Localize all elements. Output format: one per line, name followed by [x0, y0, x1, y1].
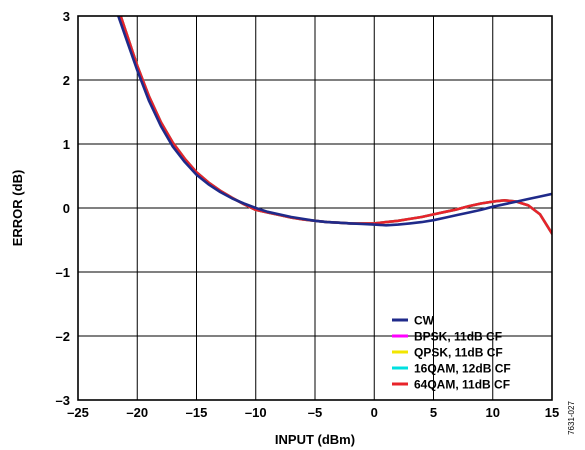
x-tick-label: –5: [308, 405, 322, 420]
legend-label: 16QAM, 12dB CF: [414, 362, 511, 376]
x-tick-label: –20: [126, 405, 148, 420]
series-layer: [117, 16, 552, 235]
y-tick-label: 0: [63, 201, 70, 216]
y-tick-label: –2: [56, 329, 70, 344]
x-tick-label: –10: [245, 405, 267, 420]
y-tick-label: 3: [63, 9, 70, 24]
x-tick-label: 10: [486, 405, 500, 420]
figure-id: 7631-027: [567, 401, 576, 435]
x-axis-title: INPUT (dBm): [275, 432, 355, 447]
x-tick-labels: –25 –20 –15 –10 –5 0 5 10 15: [67, 405, 559, 420]
series-line-qpsk-11db-cf: [119, 16, 552, 235]
legend-label: QPSK, 11dB CF: [414, 346, 503, 360]
legend-label: 64QAM, 11dB CF: [414, 378, 510, 392]
series-line-64qam-11db-cf: [119, 16, 552, 235]
legend-label: CW: [414, 314, 435, 328]
plot-frame: [77, 15, 553, 401]
x-tick-label: –25: [67, 405, 89, 420]
y-tick-label: 1: [63, 137, 70, 152]
series-line-16qam-12db-cf: [119, 16, 552, 235]
y-tick-label: 2: [63, 73, 70, 88]
x-tick-label: 0: [371, 405, 378, 420]
y-axis-title: ERROR (dB): [10, 170, 25, 247]
grid-lines: [78, 16, 552, 400]
legend: CW BPSK, 11dB CF QPSK, 11dB CF 16QAM, 12dB …: [392, 314, 511, 392]
series-line-cw: [117, 16, 552, 227]
x-tick-label: 5: [430, 405, 437, 420]
y-tick-label: –3: [56, 393, 70, 408]
y-tick-label: –1: [56, 265, 70, 280]
legend-label: BPSK, 11dB CF: [414, 330, 502, 344]
y-tick-labels: –3 –2 –1 0 1 2 3: [56, 9, 70, 408]
x-tick-label: 15: [545, 405, 559, 420]
x-tick-label: –15: [186, 405, 208, 420]
series-line-bpsk-11db-cf: [119, 16, 552, 235]
